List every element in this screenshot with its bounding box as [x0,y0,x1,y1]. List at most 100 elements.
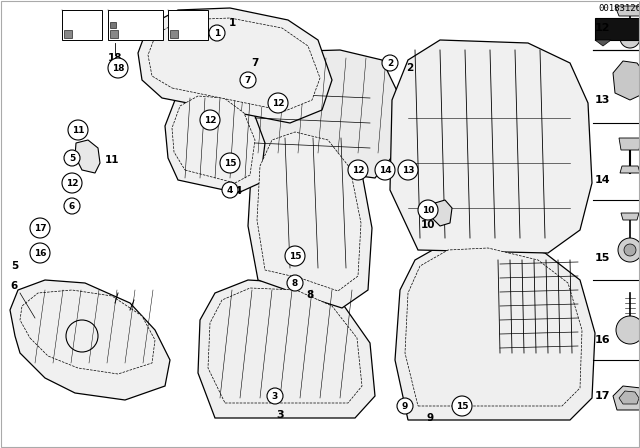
Polygon shape [405,248,582,406]
Polygon shape [613,61,640,100]
Polygon shape [619,138,640,150]
Text: 12: 12 [204,116,216,125]
Polygon shape [257,132,361,291]
Circle shape [108,58,128,78]
Circle shape [200,110,220,130]
Circle shape [64,198,80,214]
Polygon shape [138,8,332,123]
Polygon shape [10,280,170,400]
Text: 12: 12 [595,23,611,33]
Polygon shape [172,96,255,183]
Text: 6: 6 [69,202,75,211]
Text: 4: 4 [234,186,242,196]
Circle shape [64,150,80,166]
Text: 1: 1 [228,18,236,28]
Text: 13: 13 [402,165,414,175]
Text: 9: 9 [402,401,408,410]
Text: 5: 5 [69,154,75,163]
Circle shape [287,275,303,291]
Text: 7: 7 [245,76,251,85]
Text: 17: 17 [34,224,46,233]
Circle shape [398,160,418,180]
Text: 3: 3 [272,392,278,401]
Circle shape [240,72,256,88]
Text: 15: 15 [224,159,236,168]
Polygon shape [390,40,592,253]
Text: 8: 8 [292,279,298,288]
Polygon shape [148,18,320,111]
Polygon shape [620,166,640,173]
Circle shape [220,153,240,173]
Text: 5: 5 [11,261,18,271]
Polygon shape [248,120,372,308]
Circle shape [222,182,238,198]
Polygon shape [20,290,155,374]
Bar [64,30,72,38]
Text: 14: 14 [379,165,391,175]
Polygon shape [615,6,640,16]
Circle shape [30,218,50,238]
Polygon shape [75,140,100,173]
Text: 00183126: 00183126 [598,4,640,13]
Text: 12: 12 [352,165,364,175]
Text: 12: 12 [272,99,284,108]
Text: 3: 3 [276,410,284,420]
Circle shape [209,25,225,41]
Text: 16: 16 [595,335,611,345]
Circle shape [618,238,640,262]
Text: 8: 8 [307,290,314,300]
Text: 6: 6 [11,281,18,291]
Bar [110,22,116,28]
Text: 9: 9 [426,413,433,423]
Text: 10: 10 [422,206,434,215]
Text: 1: 1 [214,29,220,38]
Circle shape [267,388,283,404]
Polygon shape [613,386,640,410]
Bar [62,10,102,40]
Circle shape [68,120,88,140]
Text: 15: 15 [289,251,301,260]
Text: 15: 15 [595,253,611,263]
Text: 18: 18 [112,64,124,73]
Text: 2: 2 [387,59,393,68]
Circle shape [348,160,368,180]
Text: 16: 16 [34,249,46,258]
Polygon shape [208,288,362,403]
Circle shape [397,398,413,414]
Text: 11: 11 [105,155,120,165]
Circle shape [452,396,472,416]
Circle shape [285,246,305,266]
Text: 7: 7 [252,58,259,68]
Circle shape [62,173,82,193]
Polygon shape [198,280,375,418]
Text: 13: 13 [595,95,611,105]
Text: 15: 15 [456,401,468,410]
Circle shape [418,200,438,220]
Bar [108,10,163,40]
Polygon shape [595,40,611,46]
Text: 10: 10 [420,220,435,230]
Polygon shape [200,50,398,178]
Polygon shape [395,240,595,420]
Polygon shape [619,391,639,404]
Circle shape [620,28,640,48]
Bar [168,10,208,40]
Text: 17: 17 [595,391,611,401]
Text: 2: 2 [406,63,413,73]
Circle shape [375,160,395,180]
Bar [170,30,178,38]
Text: 18: 18 [108,53,122,63]
Text: 4: 4 [227,185,233,194]
Circle shape [616,316,640,344]
Bar [595,18,640,40]
Text: 14: 14 [595,175,611,185]
Polygon shape [621,213,639,220]
Circle shape [624,244,636,256]
Bar [110,30,118,38]
Circle shape [268,93,288,113]
Text: 11: 11 [72,125,84,134]
Text: 12: 12 [66,178,78,188]
Polygon shape [432,200,452,226]
Circle shape [30,243,50,263]
Polygon shape [165,88,265,193]
